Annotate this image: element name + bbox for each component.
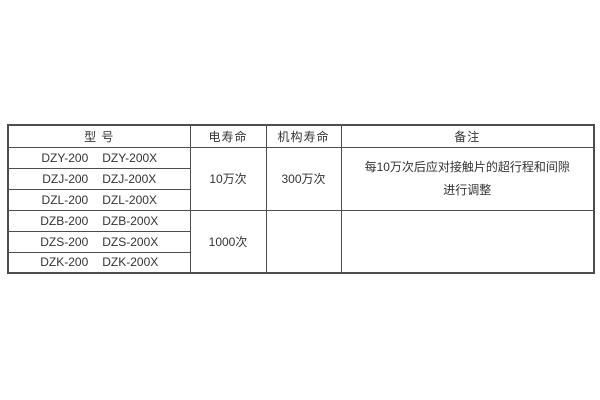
- electrical-life-cell: 10万次: [189, 146, 267, 211]
- spec-table-wrap: 型 号 电寿命 机构寿命 备注 DZY-200 DZY-200X 10万次 30…: [7, 124, 595, 274]
- model-name: DZK-200X: [102, 255, 159, 270]
- model-name: DZL-200: [41, 192, 89, 207]
- model-name: DZJ-200X: [102, 171, 157, 186]
- model-pair: DZS-200 DZS-200X: [9, 235, 190, 249]
- model-pair: DZJ-200 DZJ-200X: [9, 172, 190, 186]
- remarks-cell: 每10万次后应对接触片的超行程和间隙 进行调整: [340, 146, 595, 211]
- mechanical-life-cell: 300万次: [265, 146, 342, 211]
- model-name: DZY-200: [41, 150, 89, 165]
- remarks-cell: [340, 209, 595, 274]
- model-pair: DZL-200 DZL-200X: [9, 193, 190, 207]
- model-name: DZK-200: [40, 255, 89, 270]
- model-pair: DZK-200 DZK-200X: [9, 255, 190, 269]
- model-pair: DZY-200 DZY-200X: [9, 151, 190, 165]
- model-name: DZB-200X: [102, 213, 159, 228]
- model-name: DZJ-200: [42, 171, 89, 186]
- table-row: DZL-200 DZL-200X: [7, 188, 594, 211]
- model-name: DZS-200X: [102, 234, 159, 249]
- model-name: DZS-200: [40, 234, 89, 249]
- electrical-life-cell: 1000次: [189, 209, 267, 274]
- col-header-model: 型 号: [7, 124, 191, 148]
- remarks-line: 每10万次后应对接触片的超行程和间隙: [364, 159, 570, 174]
- table-row: DZS-200 DZS-200X: [7, 230, 594, 253]
- model-cell: DZY-200 DZY-200X: [7, 146, 191, 169]
- table-row: DZB-200 DZB-200X 1000次: [7, 209, 595, 274]
- model-name: DZY-200X: [102, 150, 158, 165]
- header-row: 型 号 电寿命 机构寿命 备注: [7, 124, 595, 148]
- spec-table: 型 号 电寿命 机构寿命 备注 DZY-200 DZY-200X 10万次 30…: [7, 124, 595, 274]
- model-name: DZL-200X: [102, 192, 157, 207]
- model-cell: DZL-200 DZL-200X: [7, 188, 191, 211]
- col-header-electrical-life: 电寿命: [189, 124, 267, 148]
- model-cell: DZK-200 DZK-200X: [7, 251, 191, 274]
- model-name: DZB-200: [40, 213, 89, 228]
- table-row: DZY-200 DZY-200X 10万次 300万次 每10万次后应对接触片的…: [7, 146, 595, 211]
- mechanical-life-cell: [265, 209, 342, 274]
- model-cell: DZS-200 DZS-200X: [7, 230, 191, 253]
- model-cell: DZJ-200 DZJ-200X: [7, 167, 191, 190]
- model-pair: DZB-200 DZB-200X: [9, 214, 190, 228]
- col-header-remarks: 备注: [340, 124, 595, 148]
- col-header-mechanical-life: 机构寿命: [265, 124, 342, 148]
- table-row: DZJ-200 DZJ-200X: [7, 167, 594, 190]
- table-row: DZK-200 DZK-200X: [7, 251, 594, 274]
- model-cell: DZB-200 DZB-200X: [7, 209, 191, 232]
- remarks-line: 进行调整: [443, 182, 492, 197]
